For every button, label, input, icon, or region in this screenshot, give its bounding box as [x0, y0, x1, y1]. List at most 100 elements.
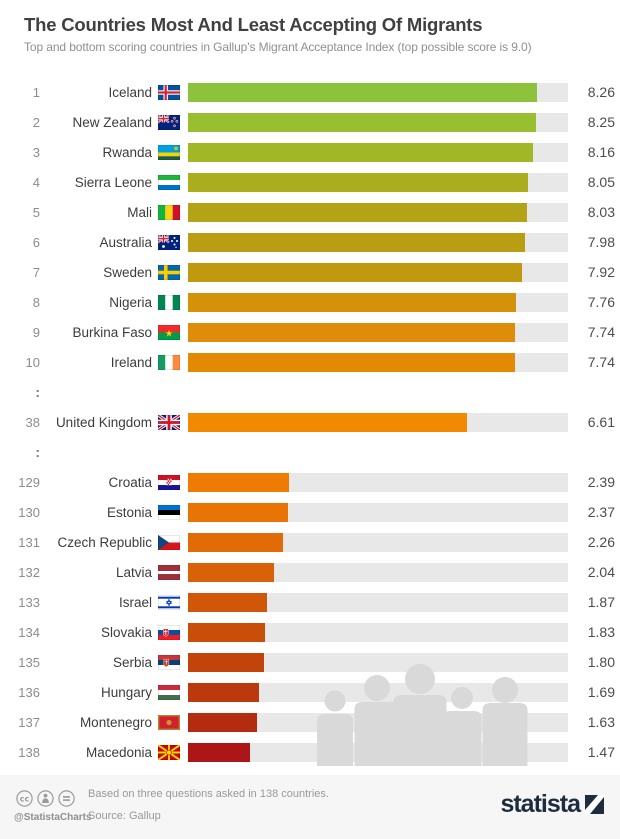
- bar: [188, 352, 515, 372]
- bar-track: [188, 742, 568, 762]
- rank-label: 5: [32, 204, 40, 220]
- attribution-person-icon: [37, 790, 54, 807]
- bar-track: [188, 232, 568, 252]
- bar: [188, 262, 523, 282]
- chart-row: 131 Czech Republic 2.26: [0, 527, 620, 557]
- rank-label: 6: [32, 234, 40, 250]
- source-label: Source: Gallup: [88, 810, 161, 822]
- rank-label: 7: [32, 264, 40, 280]
- bar-track: [188, 292, 568, 312]
- chart-row: 132 Latvia 2.04: [0, 557, 620, 587]
- bar: [188, 532, 284, 552]
- bar: [188, 82, 537, 102]
- country-label: Sierra Leone: [74, 174, 152, 190]
- chart-row: 137 Montenegro 1.63: [0, 707, 620, 737]
- country-label: Estonia: [106, 504, 152, 520]
- country-label: Burkina Faso: [72, 324, 152, 340]
- flag-icon-czech: [158, 534, 180, 550]
- chart-row: 8 Nigeria 7.76: [0, 287, 620, 317]
- chart-row: 3 Rwanda 8.16: [0, 137, 620, 167]
- rank-label: 136: [18, 684, 40, 700]
- footnote: Based on three questions asked in 138 co…: [88, 788, 329, 800]
- flag-icon-rwanda: [158, 144, 180, 160]
- chart-row: 6 Australia 7.98: [0, 227, 620, 257]
- bar: [188, 112, 537, 132]
- country-label: United Kingdom: [55, 414, 152, 430]
- chart-row: 2 New Zealand 8.25: [0, 107, 620, 137]
- country-label: Ireland: [110, 354, 152, 370]
- country-label: Australia: [99, 234, 152, 250]
- value-label: 1.80: [587, 654, 615, 670]
- value-label: 1.83: [587, 624, 615, 640]
- country-label: Israel: [118, 594, 152, 610]
- rank-gap-separator: :: [0, 377, 620, 407]
- bar-track: [188, 412, 568, 432]
- footer: cc @StatistaCharts Based on three questi…: [0, 775, 620, 839]
- bar: [188, 322, 515, 342]
- bar: [188, 202, 528, 222]
- flag-icon-sweden: [158, 264, 180, 280]
- country-label: Latvia: [115, 564, 152, 580]
- rank-label: 129: [18, 474, 40, 490]
- chart-row: 1 Iceland 8.26: [0, 77, 620, 107]
- bar: [188, 742, 251, 762]
- rank-label: 137: [18, 714, 40, 730]
- country-label: Mali: [127, 204, 152, 220]
- chart-row: 9 Burkina Faso 7.74: [0, 317, 620, 347]
- flag-icon-slovakia: [158, 624, 180, 640]
- country-label: Sweden: [103, 264, 152, 280]
- value-label: 1.69: [587, 684, 615, 700]
- rank-label: 133: [18, 594, 40, 610]
- rank-label: 134: [18, 624, 40, 640]
- bar: [188, 682, 260, 702]
- gap-colon: :: [35, 444, 40, 460]
- value-label: 8.05: [587, 174, 615, 190]
- bar-track: [188, 502, 568, 522]
- value-label: 2.26: [587, 534, 615, 550]
- flag-icon-burkinafaso: [158, 324, 180, 340]
- bar-track: [188, 712, 568, 732]
- country-label: Slovakia: [100, 624, 152, 640]
- flag-icon-australia: [158, 234, 180, 250]
- flag-icon-ireland: [158, 354, 180, 370]
- bar-track: [188, 592, 568, 612]
- bar: [188, 622, 266, 642]
- bar: [188, 502, 289, 522]
- country-label: Iceland: [108, 84, 152, 100]
- value-label: 1.87: [587, 594, 615, 610]
- rank-label: 135: [18, 654, 40, 670]
- flag-icon-iceland: [158, 84, 180, 100]
- statista-brand: statista: [500, 792, 604, 817]
- value-label: 6.61: [587, 414, 615, 430]
- statista-charts-handle: @StatistaCharts: [14, 812, 92, 823]
- rank-label: 131: [18, 534, 40, 550]
- chart-row: 5 Mali 8.03: [0, 197, 620, 227]
- country-label: Czech Republic: [57, 534, 152, 550]
- chart-row: 7 Sweden 7.92: [0, 257, 620, 287]
- chart-row: 10 Ireland 7.74: [0, 347, 620, 377]
- gap-colon: :: [35, 384, 40, 400]
- rank-label: 38: [25, 414, 40, 430]
- bar-track: [188, 262, 568, 282]
- flag-icon-israel: [158, 594, 180, 610]
- bar: [188, 232, 525, 252]
- country-label: Montenegro: [79, 714, 152, 730]
- bar: [188, 292, 516, 312]
- rank-label: 10: [25, 354, 40, 370]
- rank-label: 9: [32, 324, 40, 340]
- svg-text:cc: cc: [20, 794, 30, 803]
- bar-track: [188, 622, 568, 642]
- chart-row: 38 United Kingdom 6.61: [0, 407, 620, 437]
- rank-gap-separator: :: [0, 437, 620, 467]
- bar: [188, 652, 264, 672]
- value-label: 7.74: [587, 354, 615, 370]
- bar-track: [188, 202, 568, 222]
- country-label: Rwanda: [102, 144, 152, 160]
- value-label: 1.63: [587, 714, 615, 730]
- flag-icon-sierraleone: [158, 174, 180, 190]
- chart-row: 4 Sierra Leone 8.05: [0, 167, 620, 197]
- value-label: 2.39: [587, 474, 615, 490]
- bar-track: [188, 532, 568, 552]
- bar-track: [188, 322, 568, 342]
- country-label: Croatia: [108, 474, 152, 490]
